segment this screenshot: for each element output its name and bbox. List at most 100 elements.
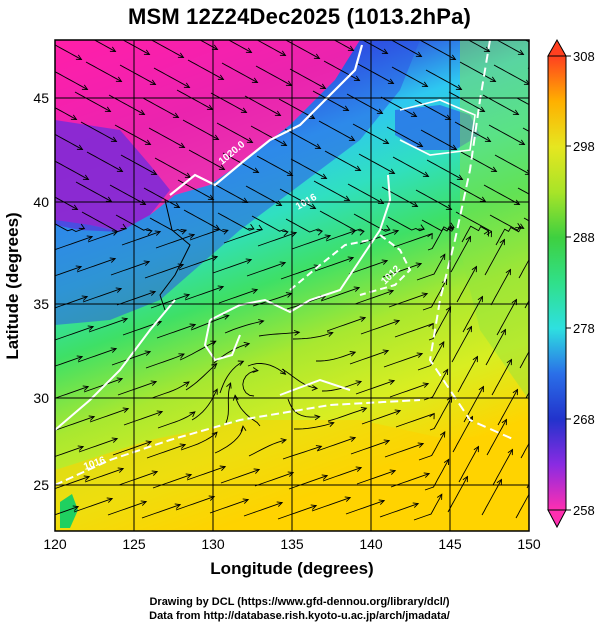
streamline-arrowhead bbox=[536, 423, 541, 429]
streamline bbox=[361, 410, 401, 425]
x-tick-label: 145 bbox=[438, 536, 462, 552]
streamline bbox=[55, 266, 82, 277]
streamline bbox=[429, 396, 452, 431]
streamline-arrowhead bbox=[499, 238, 505, 246]
streamline-arrowhead bbox=[472, 355, 478, 363]
streamline-arrowhead bbox=[116, 377, 124, 383]
colorbar-tick-label: 268 bbox=[573, 412, 595, 427]
streamline-arrowhead bbox=[219, 465, 227, 472]
streamline-arrowhead bbox=[212, 388, 218, 395]
streamline-arrowhead bbox=[439, 253, 446, 260]
streamline-arrowhead bbox=[410, 111, 418, 117]
streamline-arrowhead bbox=[506, 358, 512, 366]
streamline bbox=[461, 225, 489, 243]
streamline bbox=[247, 363, 286, 375]
streamline-arrowhead bbox=[378, 499, 386, 505]
streamline-arrowhead bbox=[392, 229, 400, 235]
streamline-arrowhead bbox=[412, 502, 420, 508]
streamline-arrowhead bbox=[150, 380, 158, 386]
streamline bbox=[176, 89, 213, 110]
streamline-arrowhead bbox=[185, 473, 193, 479]
streamline bbox=[248, 439, 287, 457]
map-title: MSM 12Z24Dec2025 (1013.2hPa) bbox=[127, 4, 472, 29]
streamline bbox=[346, 93, 383, 114]
streamline-arrowhead bbox=[535, 333, 540, 339]
streamline bbox=[55, 44, 82, 60]
streamline-arrowhead bbox=[82, 174, 90, 180]
streamline bbox=[89, 408, 129, 423]
streamline bbox=[311, 497, 351, 512]
streamline bbox=[290, 158, 327, 179]
streamline bbox=[246, 262, 286, 277]
streamline bbox=[187, 59, 224, 80]
streamline bbox=[449, 181, 486, 202]
streamline-arrowhead bbox=[473, 445, 479, 453]
streamline bbox=[217, 212, 254, 231]
streamline bbox=[516, 97, 529, 106]
streamline-arrowhead bbox=[179, 443, 187, 449]
streamline-arrowhead bbox=[76, 144, 84, 150]
streamline bbox=[354, 290, 394, 305]
streamline-arrowhead bbox=[418, 224, 425, 230]
streamline bbox=[380, 96, 417, 117]
streamline bbox=[493, 64, 529, 85]
streamline-arrowhead bbox=[478, 385, 484, 393]
streamline bbox=[141, 504, 181, 519]
streamline-arrowhead bbox=[217, 74, 225, 80]
streamline-arrowhead bbox=[252, 167, 260, 173]
streamline-arrowhead bbox=[507, 448, 513, 456]
streamline bbox=[154, 157, 191, 178]
streamline-arrowhead bbox=[542, 453, 547, 459]
streamline-arrowhead bbox=[111, 437, 119, 443]
streamline-arrowhead bbox=[483, 46, 491, 52]
streamline-arrowhead bbox=[177, 263, 185, 269]
streamline bbox=[279, 188, 316, 209]
y-tick-label: 25 bbox=[33, 477, 49, 493]
streamline-arrowhead bbox=[517, 49, 525, 55]
streamline-arrowhead bbox=[349, 351, 357, 357]
streamline-arrowhead bbox=[534, 243, 539, 249]
streamline-arrowhead bbox=[515, 222, 522, 229]
streamline-arrowhead bbox=[353, 286, 361, 292]
streamline bbox=[459, 61, 496, 82]
y-tick-label: 30 bbox=[33, 390, 49, 406]
streamline bbox=[414, 99, 451, 120]
streamline bbox=[220, 469, 260, 484]
streamline-arrowhead bbox=[309, 203, 317, 209]
streamline bbox=[77, 348, 117, 363]
streamline bbox=[359, 230, 399, 245]
streamline-arrowhead bbox=[427, 232, 433, 240]
streamline-arrowhead bbox=[178, 353, 185, 359]
streamline bbox=[55, 196, 78, 210]
streamline bbox=[426, 159, 463, 180]
streamline-arrowhead bbox=[531, 483, 536, 489]
streamline bbox=[284, 128, 321, 149]
streamline bbox=[393, 233, 433, 248]
streamline-arrowhead bbox=[75, 54, 83, 60]
streamline bbox=[288, 475, 328, 490]
streamline-arrowhead bbox=[490, 166, 498, 172]
streamline bbox=[360, 320, 400, 335]
streamline-arrowhead bbox=[394, 409, 402, 415]
streamline-arrowhead bbox=[120, 223, 128, 230]
streamline-arrowhead bbox=[226, 382, 232, 389]
streamline bbox=[83, 378, 123, 393]
streamline-arrowhead bbox=[438, 341, 445, 348]
streamline-arrowhead bbox=[456, 174, 464, 180]
streamline bbox=[452, 416, 473, 453]
streamline-arrowhead bbox=[151, 470, 159, 476]
streamline-arrowhead bbox=[274, 110, 282, 116]
streamline bbox=[460, 151, 497, 172]
streamline-arrowhead bbox=[381, 48, 389, 54]
streamline bbox=[356, 470, 396, 485]
streamline bbox=[119, 64, 156, 85]
streamline-arrowhead bbox=[172, 112, 180, 118]
streamline-arrowhead bbox=[342, 105, 350, 111]
x-tick-label: 130 bbox=[201, 536, 225, 552]
streamline bbox=[254, 472, 294, 487]
streamline bbox=[391, 66, 428, 87]
colorbar-tick-label: 308 bbox=[573, 49, 595, 64]
streamline bbox=[223, 229, 263, 244]
streamline bbox=[148, 127, 185, 148]
